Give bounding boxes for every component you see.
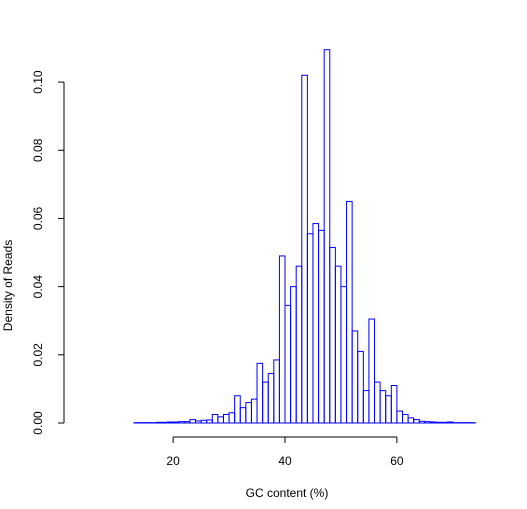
histogram-bar — [318, 229, 325, 424]
y-axis: 0.00 0.02 0.04 0.06 0.08 0.10 — [31, 70, 65, 435]
histogram-bar — [396, 410, 403, 424]
histogram-bar — [379, 390, 387, 424]
histogram-bar — [183, 421, 191, 424]
histogram-bar — [446, 421, 454, 424]
histogram-bar — [245, 402, 252, 424]
histogram-bar — [340, 286, 348, 424]
histogram-bar — [206, 419, 213, 424]
x-axis-title: GC content (%) — [246, 486, 329, 500]
histogram-bar — [312, 223, 320, 424]
histogram-bar — [385, 395, 392, 424]
histogram-bar — [323, 49, 331, 424]
histogram-bar — [334, 265, 342, 424]
x-tick-label: 40 — [278, 454, 292, 468]
histogram-bar — [435, 421, 443, 424]
y-tick-label: 0.04 — [31, 275, 45, 299]
histogram-bar — [357, 350, 364, 424]
histogram-bar — [362, 390, 370, 424]
histogram-bar — [172, 421, 180, 424]
histogram-bar — [234, 395, 241, 424]
y-tick-label: 0.06 — [31, 206, 45, 230]
histogram-bar — [161, 421, 169, 424]
histogram-bar — [239, 407, 247, 424]
histogram-bar — [256, 362, 264, 424]
y-tick-label: 0.08 — [31, 138, 45, 162]
histogram-bar — [306, 233, 314, 424]
histogram-bar — [295, 265, 303, 424]
histogram-bar — [424, 421, 431, 424]
y-tick-label: 0.00 — [31, 411, 45, 435]
histogram-bar — [222, 413, 230, 424]
histogram-bar — [441, 421, 448, 424]
histogram-bar — [167, 421, 174, 424]
histogram-bar — [418, 420, 426, 424]
x-axis: 20 40 60 — [166, 436, 404, 468]
histogram-bar — [290, 286, 297, 424]
histogram-bar — [407, 417, 415, 424]
histogram-bar — [273, 359, 280, 424]
histogram-bar — [429, 421, 437, 424]
histogram-bar — [189, 419, 196, 424]
histogram-bar — [368, 318, 376, 424]
histogram-bar — [211, 413, 219, 424]
y-axis-title: Density of Reads — [1, 240, 15, 331]
histogram-bar — [413, 419, 420, 424]
histogram-bar — [346, 200, 353, 424]
histogram-bar — [390, 385, 398, 424]
histogram-bar — [155, 421, 163, 424]
y-tick-label: 0.10 — [31, 70, 45, 94]
histogram-bars — [133, 49, 476, 424]
histogram-bar — [267, 373, 275, 424]
histogram-bar — [351, 330, 359, 424]
histogram-bar — [278, 255, 286, 424]
histogram-bar — [262, 381, 269, 424]
histogram-bar — [401, 413, 409, 424]
histogram-bar — [228, 412, 236, 424]
histogram-bar — [374, 381, 381, 424]
histogram-bar — [217, 416, 224, 424]
x-tick-label: 60 — [390, 454, 404, 468]
histogram-bar — [250, 398, 258, 424]
histogram-bar — [301, 74, 308, 424]
histogram-bar — [178, 421, 185, 424]
histogram-bar — [329, 246, 336, 424]
x-tick-label: 20 — [166, 454, 180, 468]
histogram-bar — [200, 419, 208, 424]
y-tick-label: 0.02 — [31, 343, 45, 367]
histogram-bar — [284, 304, 292, 424]
histogram-bar — [194, 420, 202, 424]
